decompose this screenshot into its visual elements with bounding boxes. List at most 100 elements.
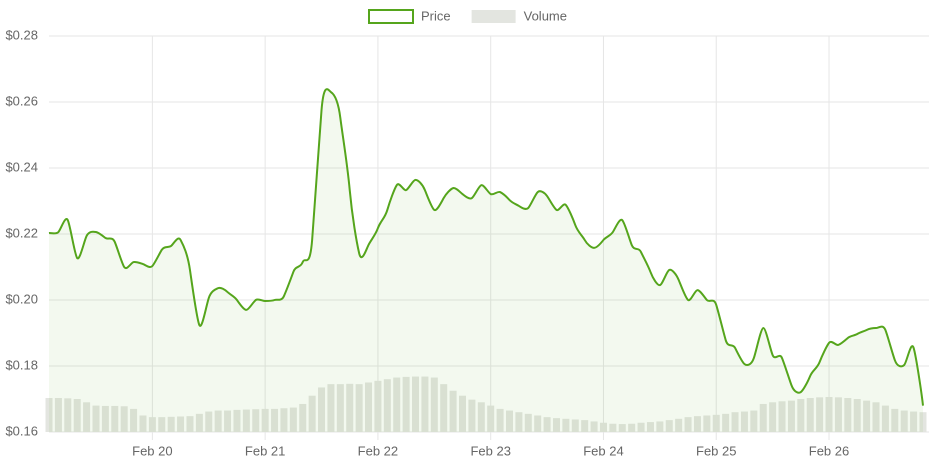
legend-label: Volume xyxy=(524,8,567,23)
bar xyxy=(656,421,664,432)
y-tick-label: $0.22 xyxy=(5,225,38,240)
bar xyxy=(393,377,401,432)
bar xyxy=(45,398,53,432)
bar xyxy=(787,400,795,432)
bar xyxy=(825,397,833,432)
bar xyxy=(148,417,156,432)
bar xyxy=(646,422,654,432)
bar xyxy=(54,398,62,432)
bar xyxy=(505,410,513,432)
bar xyxy=(299,403,307,432)
y-tick-label: $0.26 xyxy=(5,93,38,108)
legend-label: Price xyxy=(421,8,451,23)
bar xyxy=(628,423,636,432)
bar xyxy=(64,398,72,432)
bar xyxy=(318,387,326,432)
bar xyxy=(618,424,626,432)
bar xyxy=(515,412,523,432)
bar xyxy=(261,408,269,432)
bar xyxy=(477,402,485,432)
bar xyxy=(336,384,344,432)
bar xyxy=(440,384,448,432)
bar xyxy=(421,376,429,432)
bar xyxy=(534,415,542,432)
bar xyxy=(233,409,241,432)
x-tick-label: Feb 25 xyxy=(696,443,736,458)
bar xyxy=(675,418,683,432)
bar xyxy=(552,418,560,432)
bar xyxy=(496,408,504,432)
bar xyxy=(881,405,889,432)
bar xyxy=(205,411,213,432)
bar xyxy=(167,416,175,432)
bar xyxy=(910,411,918,432)
bar xyxy=(769,402,777,432)
bar xyxy=(703,415,711,432)
bar xyxy=(83,402,91,432)
bar xyxy=(543,417,551,432)
bar xyxy=(637,422,645,432)
bar xyxy=(224,410,232,432)
bar xyxy=(177,416,185,432)
bar xyxy=(900,410,908,432)
bar xyxy=(834,397,842,432)
y-tick-label: $0.24 xyxy=(5,159,38,174)
legend-swatch xyxy=(368,9,414,24)
bar xyxy=(571,419,579,432)
bar xyxy=(684,417,692,432)
bar xyxy=(712,414,720,432)
bar xyxy=(891,408,899,432)
legend-swatch xyxy=(471,10,516,23)
price-area xyxy=(49,89,923,432)
bar xyxy=(111,405,119,432)
bar xyxy=(158,417,166,432)
bar xyxy=(327,384,335,432)
bar xyxy=(524,413,532,432)
bar xyxy=(252,409,260,432)
price-line xyxy=(48,88,924,406)
bar xyxy=(383,379,391,432)
bar xyxy=(581,420,589,432)
bar xyxy=(449,390,457,432)
bar xyxy=(459,395,467,432)
bar xyxy=(853,399,861,432)
y-tick-label: $0.18 xyxy=(5,357,38,372)
bar xyxy=(797,399,805,432)
bar xyxy=(487,405,495,432)
bar xyxy=(120,406,128,432)
bar xyxy=(412,376,420,432)
bar xyxy=(195,413,203,432)
bar xyxy=(73,399,81,432)
y-tick-label: $0.20 xyxy=(5,291,38,306)
bar xyxy=(693,416,701,432)
bar xyxy=(750,410,758,432)
bar xyxy=(346,383,354,432)
bar xyxy=(101,405,109,432)
bar xyxy=(130,408,138,432)
bar xyxy=(722,413,730,432)
bar xyxy=(740,411,748,432)
bar xyxy=(778,401,786,432)
bar xyxy=(665,420,673,432)
bar xyxy=(271,408,279,432)
bar xyxy=(759,403,767,432)
volume-bars xyxy=(45,376,927,432)
bar xyxy=(562,418,570,432)
x-tick-label: Feb 20 xyxy=(132,443,172,458)
bar xyxy=(280,408,288,432)
y-tick-label: $0.28 xyxy=(5,27,38,42)
bar xyxy=(430,377,438,432)
bar xyxy=(844,398,852,432)
bar xyxy=(308,395,316,432)
bar xyxy=(468,399,476,432)
bar xyxy=(374,380,382,432)
bar xyxy=(402,376,410,432)
bar xyxy=(919,412,927,432)
bar xyxy=(355,384,363,432)
x-tick-label: Feb 21 xyxy=(245,443,285,458)
bar xyxy=(92,405,100,432)
bar xyxy=(872,402,880,432)
bar xyxy=(186,416,194,432)
bar xyxy=(242,409,250,432)
